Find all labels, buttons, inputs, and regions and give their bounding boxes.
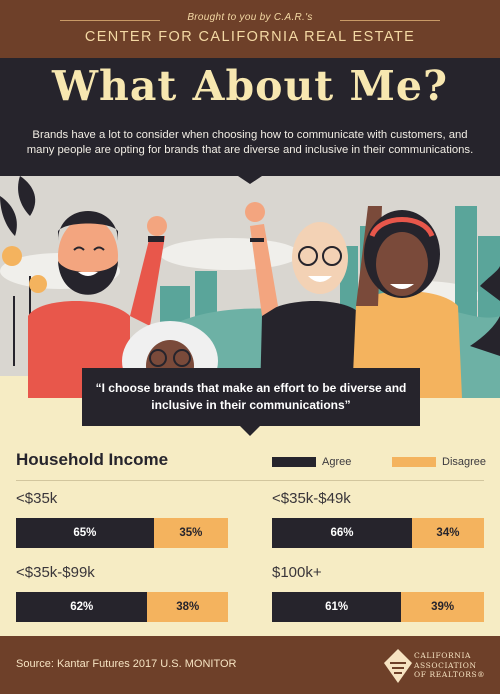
logo-line-3: OF REALTORS® <box>414 670 486 679</box>
income-group-35k-49k: <$35k-$49k 66% 34% <box>272 488 484 548</box>
legend-agree-swatch <box>272 457 316 467</box>
header-org: CENTER FOR CALIFORNIA REAL ESTATE <box>84 29 416 45</box>
income-label: $100k+ <box>272 564 322 581</box>
footer-bar: Source: Kantar Futures 2017 U.S. MONITOR… <box>0 636 500 694</box>
quote-callout: “I choose brands that make an effort to … <box>82 368 420 436</box>
disagree-segment: 39% <box>401 592 484 622</box>
stacked-bar: 66% 34% <box>272 518 484 548</box>
income-label: <$35k-$49k <box>272 490 351 507</box>
logo-mark-icon <box>384 649 412 683</box>
disagree-segment: 34% <box>411 518 484 548</box>
section-divider <box>16 480 484 481</box>
header-bar: Brought to you by C.A.R.'s CENTER FOR CA… <box>0 0 500 58</box>
agree-value: 61% <box>325 601 349 613</box>
legend-disagree-swatch <box>392 457 436 467</box>
stacked-bar: 62% 38% <box>16 592 228 622</box>
illustration-scene <box>0 176 500 398</box>
source-text: Source: Kantar Futures 2017 U.S. MONITOR <box>16 658 237 670</box>
people-illustration <box>0 176 500 398</box>
logo-text: CALIFORNIA ASSOCIATION OF REALTORS® <box>414 651 485 680</box>
agree-segment: 62% <box>16 592 148 622</box>
header-rule-left <box>60 20 160 21</box>
car-logo: CALIFORNIA ASSOCIATION OF REALTORS® <box>384 647 496 685</box>
page-title: What About Me? <box>52 62 448 110</box>
income-group-under-35k: <$35k 65% 35% <box>16 488 228 548</box>
disagree-segment: 35% <box>153 518 228 548</box>
agree-value: 66% <box>330 527 354 539</box>
legend-agree: Agree <box>272 456 351 468</box>
stacked-bar: 61% 39% <box>272 592 484 622</box>
agree-value: 62% <box>70 601 94 613</box>
disagree-value: 39% <box>431 601 455 613</box>
disagree-value: 35% <box>179 527 203 539</box>
stacked-bar: 65% 35% <box>16 518 228 548</box>
disagree-value: 38% <box>176 601 200 613</box>
logo-line-1: CALIFORNIA <box>414 651 472 660</box>
income-group-35k-99k: <$35k-$99k 62% 38% <box>16 562 228 622</box>
legend-disagree-label: Disagree <box>442 456 487 468</box>
agree-segment: 61% <box>272 592 402 622</box>
legend-disagree: Disagree <box>392 456 486 468</box>
header-rule-right <box>340 20 440 21</box>
legend-agree-label: Agree <box>322 456 352 468</box>
header-subtitle: Brought to you by C.A.R.'s <box>187 12 313 23</box>
agree-value: 65% <box>73 527 97 539</box>
income-label: <$35k-$99k <box>16 564 95 581</box>
disagree-value: 34% <box>436 527 460 539</box>
disagree-segment: 38% <box>147 592 228 622</box>
agree-segment: 66% <box>272 518 412 548</box>
agree-segment: 65% <box>16 518 154 548</box>
hero-section: What About Me? Brands have a lot to cons… <box>0 58 500 176</box>
logo-line-2: ASSOCIATION <box>414 660 477 670</box>
income-group-100k-plus: $100k+ 61% 39% <box>272 562 484 622</box>
intro-text: Brands have a lot to consider when choos… <box>26 129 474 156</box>
section-title: Household Income <box>16 450 169 469</box>
income-label: <$35k <box>16 490 58 507</box>
